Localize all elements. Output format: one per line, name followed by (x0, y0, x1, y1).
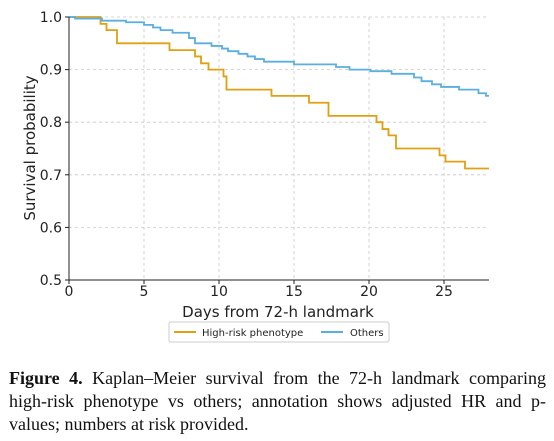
y-tick-label: 0.7 (40, 168, 62, 184)
legend-label-high-risk: High-risk phenotype (202, 328, 303, 339)
x-tick-label: 5 (140, 284, 149, 300)
tick-labels: 0 5 10 15 20 25 0.5 0.6 0.7 0.8 0.9 1.0 (40, 10, 453, 300)
x-tick-label: 0 (65, 284, 74, 300)
y-tick-label: 0.6 (40, 220, 62, 236)
legend: High-risk phenotype Others (168, 321, 390, 343)
series-line-high-risk (69, 16, 489, 170)
y-tick-label: 1.0 (40, 10, 62, 26)
y-tick-label: 0.5 (40, 273, 62, 289)
x-axis-title: Days from 72-h landmark (182, 303, 374, 321)
y-tick-label: 0.9 (40, 63, 62, 79)
legend-frame (168, 321, 390, 343)
series-layer (69, 16, 489, 170)
x-tick-label: 25 (435, 284, 453, 300)
axes (65, 16, 489, 284)
y-tick-label: 0.8 (40, 115, 62, 131)
x-tick-label: 15 (285, 284, 303, 300)
x-tick-label: 20 (360, 284, 378, 300)
figure-caption: Figure 4. Kaplan–Meier survival from the… (9, 367, 546, 436)
series-line-others (69, 16, 489, 97)
figure-label: Figure 4. (9, 368, 83, 388)
legend-label-others: Others (350, 328, 384, 339)
y-axis-title: Survival probability (21, 75, 39, 220)
x-tick-label: 10 (210, 284, 228, 300)
survival-chart: 0 5 10 15 20 25 0.5 0.6 0.7 0.8 0.9 1.0 Days from 7… (21, 10, 489, 343)
caption-text: Kaplan–Meier survival from the 72-h land… (9, 368, 546, 434)
